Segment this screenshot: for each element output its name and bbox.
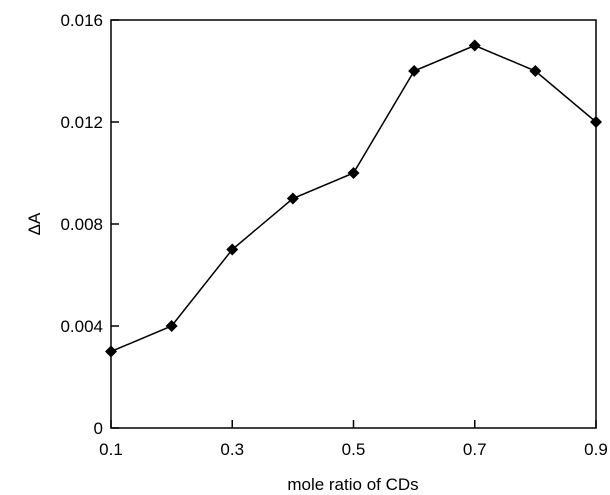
y-axis: 0 0.004 0.008 0.012 0.016	[60, 11, 119, 438]
data-point-marker	[347, 167, 360, 179]
x-axis-title: mole ratio of CDs	[287, 475, 418, 494]
y-axis-title: ΔA	[25, 212, 44, 235]
data-point-marker	[529, 65, 542, 77]
data-point-marker	[105, 345, 117, 358]
y-tick-label: 0.004	[60, 317, 103, 336]
data-markers	[105, 39, 602, 358]
x-tick-label: 0.7	[463, 440, 487, 459]
data-point-marker	[468, 39, 481, 52]
y-tick-label: 0.012	[60, 113, 103, 132]
x-axis: 0.1 0.3 0.5 0.7 0.9	[99, 420, 608, 459]
data-point-marker	[590, 116, 602, 128]
plot-frame	[110, 19, 597, 429]
y-tick-label: 0.008	[60, 215, 103, 234]
x-tick-label: 0.5	[342, 440, 366, 459]
data-point-marker	[165, 320, 178, 332]
y-tick-label: 0.016	[60, 11, 103, 30]
data-point-marker	[286, 192, 299, 205]
y-tick-label: 0	[94, 419, 103, 438]
data-point-marker	[408, 65, 421, 77]
x-tick-label: 0.3	[220, 440, 244, 459]
x-tick-label: 0.9	[584, 440, 608, 459]
data-point-marker	[226, 243, 239, 256]
series-line	[110, 44, 597, 353]
x-tick-label: 0.1	[99, 440, 123, 459]
